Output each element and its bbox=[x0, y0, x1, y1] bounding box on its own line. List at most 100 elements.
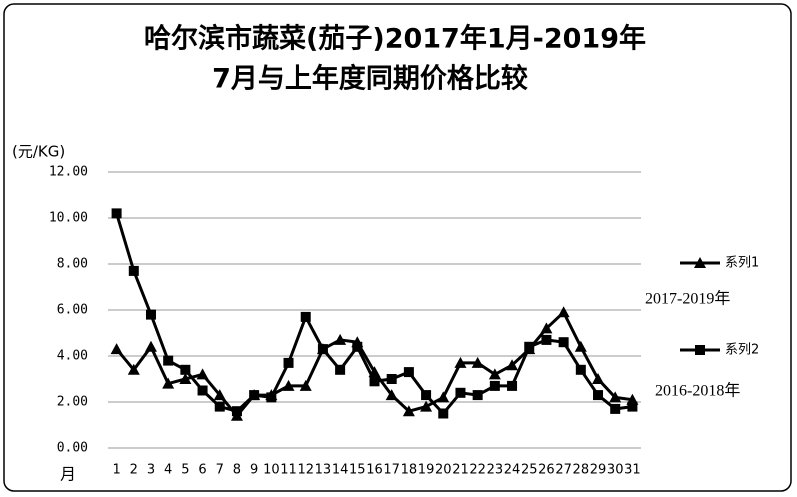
x-tick-label: 26 bbox=[538, 463, 555, 478]
x-tick-label: 21 bbox=[452, 463, 469, 478]
x-tick-label: 4 bbox=[164, 463, 172, 478]
x-tick-label: 28 bbox=[573, 463, 590, 478]
x-tick-label: 12 bbox=[297, 463, 314, 478]
point-marker bbox=[352, 341, 363, 352]
point-marker bbox=[541, 334, 552, 345]
annotation: 2016-2018年 bbox=[655, 382, 740, 400]
point-marker bbox=[420, 400, 433, 412]
point-marker bbox=[403, 367, 414, 378]
x-tick-label: 27 bbox=[555, 463, 572, 478]
point-marker bbox=[454, 356, 467, 368]
point-marker bbox=[455, 387, 466, 398]
x-tick-label: 3 bbox=[147, 463, 155, 478]
x-tick-label: 8 bbox=[233, 463, 241, 478]
point-marker bbox=[694, 257, 706, 268]
x-tick-label: 5 bbox=[181, 463, 189, 478]
point-marker bbox=[437, 391, 450, 403]
point-marker bbox=[299, 379, 312, 391]
point-marker bbox=[179, 373, 192, 384]
x-tick-label: 1 bbox=[112, 463, 120, 478]
point-marker bbox=[282, 379, 295, 391]
point-marker bbox=[471, 356, 484, 368]
point-marker bbox=[214, 401, 225, 412]
y-tick-label: 6.00 bbox=[57, 303, 88, 318]
point-marker bbox=[592, 373, 605, 384]
point-marker bbox=[300, 311, 311, 322]
legend-label: 系列1 bbox=[725, 256, 759, 271]
point-marker bbox=[593, 390, 604, 401]
point-marker bbox=[145, 309, 156, 320]
x-tick-label: 20 bbox=[435, 463, 452, 478]
chart-title: 哈尔滨市蔬菜(茄子)2017年1月-2019年 bbox=[144, 23, 646, 55]
y-axis-label: (元/KG) bbox=[12, 143, 65, 161]
point-marker bbox=[127, 363, 140, 375]
x-axis-label: 月 bbox=[60, 465, 76, 484]
annotation: 2017-2019年 bbox=[645, 290, 730, 308]
point-marker bbox=[335, 364, 346, 375]
point-marker bbox=[489, 380, 500, 391]
point-marker bbox=[231, 406, 242, 417]
chart-subtitle: 7月与上年度同期价格比较 bbox=[212, 63, 528, 95]
x-tick-label: 24 bbox=[504, 463, 521, 478]
point-marker bbox=[213, 389, 226, 401]
point-marker bbox=[524, 341, 535, 352]
point-marker bbox=[180, 364, 191, 375]
x-tick-label: 22 bbox=[469, 463, 486, 478]
point-marker bbox=[386, 374, 397, 384]
y-tick-label: 0.00 bbox=[57, 441, 88, 456]
point-marker bbox=[558, 337, 569, 348]
point-marker bbox=[438, 408, 449, 419]
point-marker bbox=[575, 364, 586, 375]
x-tick-label: 25 bbox=[521, 463, 538, 478]
point-marker bbox=[144, 340, 157, 352]
x-tick-label: 10 bbox=[263, 463, 280, 478]
point-marker bbox=[196, 368, 209, 380]
x-tick-label: 17 bbox=[383, 463, 400, 478]
x-tick-label: 19 bbox=[418, 463, 435, 478]
point-marker bbox=[110, 343, 123, 355]
point-marker bbox=[557, 306, 570, 318]
point-marker bbox=[506, 359, 519, 371]
x-tick-label: 18 bbox=[401, 463, 418, 478]
point-marker bbox=[111, 208, 122, 219]
point-marker bbox=[128, 265, 139, 276]
point-marker bbox=[334, 333, 347, 345]
x-tick-label: 31 bbox=[624, 463, 641, 478]
point-marker bbox=[317, 344, 328, 355]
x-tick-label: 7 bbox=[216, 463, 224, 478]
y-tick-label: 8.00 bbox=[57, 257, 88, 272]
x-tick-label: 13 bbox=[315, 463, 332, 478]
y-tick-label: 4.00 bbox=[57, 349, 88, 364]
point-marker bbox=[249, 390, 260, 401]
point-marker bbox=[283, 357, 294, 368]
legend-label: 系列2 bbox=[725, 343, 759, 358]
point-marker bbox=[402, 405, 415, 417]
x-tick-label: 11 bbox=[280, 463, 297, 478]
x-tick-label: 6 bbox=[198, 463, 206, 478]
y-tick-label: 12.00 bbox=[49, 165, 88, 180]
point-marker bbox=[266, 392, 277, 403]
point-marker bbox=[472, 390, 483, 401]
point-marker bbox=[609, 391, 622, 403]
x-tick-label: 9 bbox=[250, 463, 258, 478]
point-marker bbox=[369, 376, 380, 387]
x-tick-label: 30 bbox=[607, 463, 624, 478]
x-tick-label: 29 bbox=[590, 463, 607, 478]
point-marker bbox=[627, 401, 638, 412]
y-tick-label: 10.00 bbox=[49, 211, 88, 226]
x-tick-label: 15 bbox=[349, 463, 366, 478]
point-marker bbox=[162, 377, 175, 389]
point-marker bbox=[610, 403, 621, 414]
x-tick-label: 14 bbox=[332, 463, 349, 478]
point-marker bbox=[574, 340, 587, 352]
x-tick-label: 23 bbox=[487, 463, 504, 478]
point-marker bbox=[507, 380, 518, 391]
point-marker bbox=[540, 322, 553, 334]
point-marker bbox=[695, 345, 705, 355]
x-tick-label: 2 bbox=[130, 463, 138, 478]
y-tick-label: 2.00 bbox=[57, 395, 88, 410]
x-tick-label: 16 bbox=[366, 463, 383, 478]
point-marker bbox=[163, 355, 174, 366]
point-marker bbox=[488, 368, 501, 380]
